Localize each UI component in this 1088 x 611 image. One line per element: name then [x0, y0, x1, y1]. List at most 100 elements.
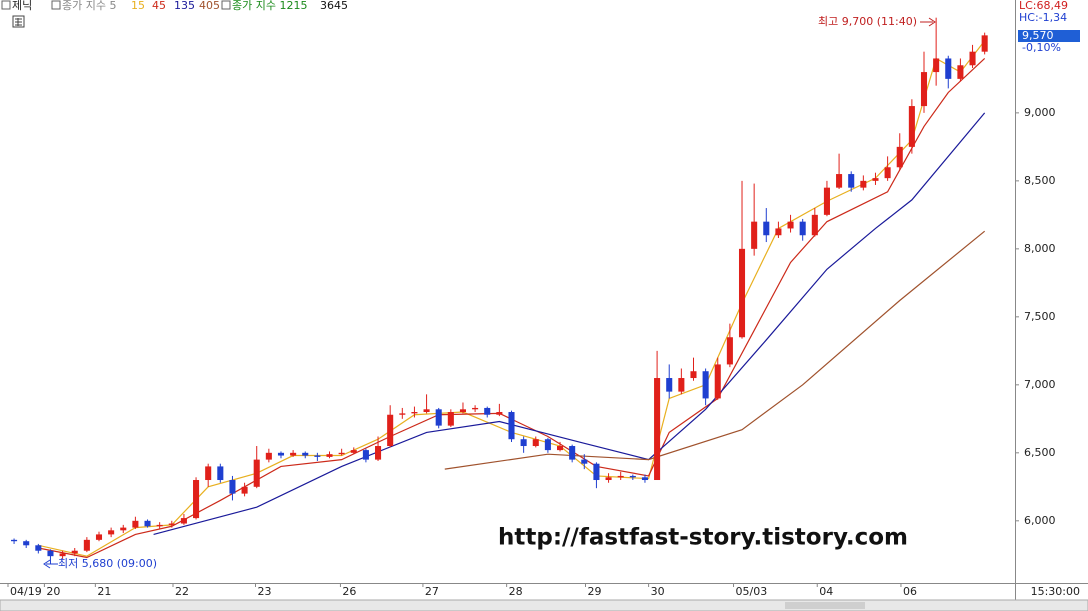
candle-body [726, 337, 733, 365]
candle-body [108, 530, 115, 535]
hc-label: HC:-1,34 [1019, 11, 1067, 24]
candle-body [957, 65, 964, 79]
x-tick-label: 29 [588, 585, 602, 598]
candle-body [47, 550, 54, 557]
candle-body [156, 524, 163, 527]
candle-body [945, 58, 952, 79]
candle-body [290, 452, 297, 456]
candle-body [544, 439, 551, 451]
candle-body [690, 371, 697, 379]
candle-body [229, 480, 236, 494]
time-label: 15:30:00 [1031, 585, 1080, 598]
candle-body [71, 550, 78, 554]
y-tick-label: 7,000 [1024, 378, 1056, 391]
legend-item: 종가 지수 5 [62, 0, 116, 12]
candle-body [205, 466, 212, 481]
legend-item: 종가 지수 1215 [232, 0, 307, 12]
y-tick-label: 6,000 [1024, 514, 1056, 527]
candle-body [920, 72, 928, 107]
x-tick-label: 05/03 [736, 585, 768, 598]
candle-body [641, 477, 648, 481]
x-tick-label: 22 [175, 585, 189, 598]
candle-body [520, 439, 527, 447]
candle-body [472, 407, 479, 410]
candle-body [459, 409, 467, 413]
candle-body [508, 412, 515, 440]
candle-body [362, 450, 369, 460]
candle-body [702, 371, 709, 399]
candle-body [447, 412, 454, 426]
max-annotation: 최고 9,700 (11:40) [818, 15, 917, 28]
candle-body [556, 446, 564, 451]
candle-body [569, 446, 576, 460]
candle-body [981, 35, 988, 52]
candle-body [872, 178, 879, 181]
candle-body [714, 364, 721, 399]
legend-item: 135 [174, 0, 195, 12]
x-tick-label: 23 [258, 585, 272, 598]
x-tick-label: 20 [46, 585, 60, 598]
watermark: http://fastfast-story.tistory.com [498, 525, 908, 551]
candle-body [896, 146, 903, 168]
candle-body [95, 534, 103, 540]
x-tick-label: 30 [651, 585, 665, 598]
candle-body [326, 454, 333, 457]
candle-body [83, 539, 90, 551]
candle-body [908, 106, 915, 147]
candle-body [11, 539, 18, 542]
x-tick-label: 21 [97, 585, 111, 598]
candle-body [144, 520, 151, 527]
y-tick-label: 8,500 [1024, 174, 1056, 187]
y-tick-label: 6,500 [1024, 446, 1056, 459]
scrollbar[interactable] [0, 599, 1088, 611]
x-tick-label: 28 [509, 585, 523, 598]
max-arrow [920, 17, 936, 27]
candle-body [120, 527, 127, 531]
candle-body [168, 523, 175, 525]
candle-body [314, 455, 321, 457]
plot [11, 17, 988, 565]
candle-body [23, 541, 30, 546]
candle-body [823, 187, 830, 215]
candle-body [593, 463, 600, 481]
x-tick-label: 04/19 [10, 585, 42, 598]
symbol-name: 제닉 [12, 0, 32, 12]
candle-body [787, 221, 794, 229]
grid-icon-lines [15, 18, 22, 26]
candle-body [848, 174, 855, 188]
candle-body [617, 475, 624, 478]
candle-body [751, 221, 758, 249]
candle-body [399, 413, 406, 415]
scroll-thumb[interactable] [785, 602, 865, 609]
candle-body [423, 409, 430, 413]
candle-body [265, 452, 272, 460]
legend-box [1, 0, 11, 10]
candle-body [629, 475, 636, 478]
legend-item: 405 [199, 0, 220, 12]
candle-body [253, 459, 260, 487]
candle-body [132, 520, 139, 528]
candle-body [387, 414, 394, 447]
x-tick-label: 04 [819, 585, 833, 598]
candle-body [933, 58, 940, 73]
ma-line [444, 230, 986, 470]
legend-item: 15 [131, 0, 145, 12]
candle-body [241, 486, 248, 494]
candle-body [217, 466, 224, 481]
candle-body [411, 412, 418, 414]
min-arrow [43, 559, 58, 569]
candle-body [484, 407, 491, 415]
price-tag-label: 9,570 [1022, 29, 1054, 42]
candle-body [860, 180, 867, 188]
candle-body [435, 409, 442, 426]
price-tag [1018, 30, 1080, 42]
candle-body [775, 228, 782, 236]
candle-body [678, 378, 685, 392]
y-tick-label: 9,000 [1024, 106, 1056, 119]
candle-body [799, 221, 806, 236]
candle-body [811, 214, 818, 236]
price-panel [1016, 0, 1088, 583]
candle-body [532, 439, 539, 447]
